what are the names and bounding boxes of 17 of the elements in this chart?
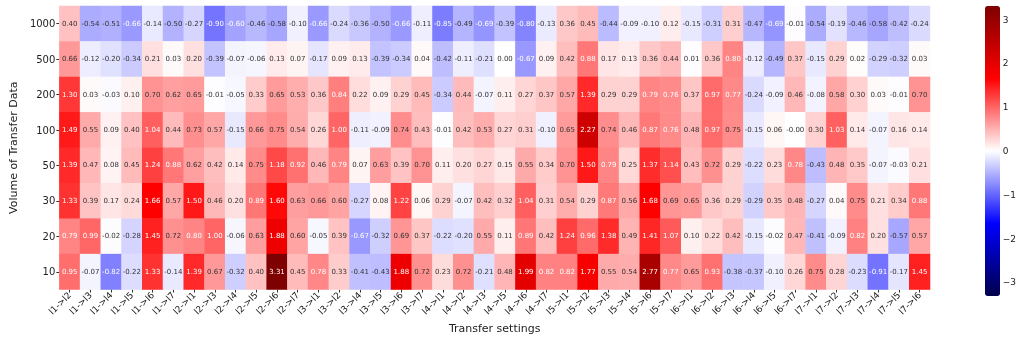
color-bar-label: −3: [1002, 277, 1017, 288]
y-tick-label: 1000: [29, 18, 56, 30]
y-tick-label: 500: [36, 53, 56, 65]
color-bar-label: −1: [1002, 189, 1017, 200]
y-tick-label: 50: [42, 159, 56, 171]
color-bar-label: 2: [1002, 58, 1009, 69]
y-tick-label: 100: [36, 124, 56, 136]
color-bar-label: 3: [1002, 14, 1009, 25]
x-axis-title: Transfer settings: [447, 322, 541, 335]
color-bar-label: −2: [1002, 233, 1017, 244]
y-tick-label: 10: [42, 266, 56, 278]
y-axis-title: Volume of Transfer Data: [7, 81, 20, 215]
color-bar-label: 1: [1002, 102, 1009, 113]
y-tick-label: 30: [42, 195, 56, 207]
y-tick-label: 200: [36, 89, 56, 101]
color-bar-label: 0: [1002, 146, 1009, 156]
y-tick-label: 20: [42, 230, 56, 242]
